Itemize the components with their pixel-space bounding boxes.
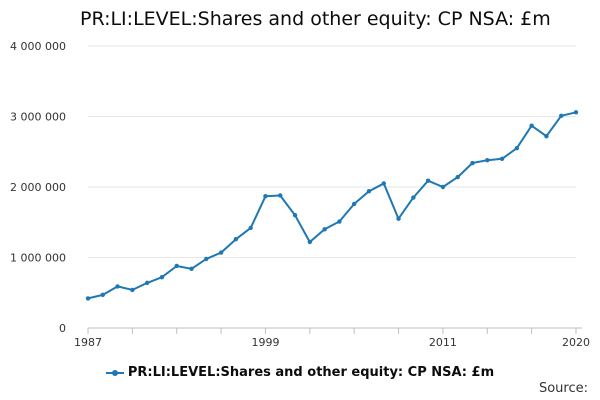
y-tick-label: 3 000 000 [10,111,66,124]
y-tick-label: 4 000 000 [10,40,66,53]
data-point[interactable] [544,134,549,139]
legend-swatch [105,369,124,376]
data-point[interactable] [411,195,416,200]
x-axis [87,327,582,334]
data-point[interactable] [573,110,579,115]
series-line [87,111,577,300]
data-point[interactable] [292,213,298,218]
x-tick-label: 2020 [562,336,590,349]
data-point[interactable] [322,227,327,232]
legend-label: PR:LI:LEVEL:Shares and other equity: CP … [127,365,495,380]
data-point[interactable] [144,280,150,286]
data-point[interactable] [248,225,253,231]
data-point[interactable] [559,113,564,118]
y-axis-tick-labels: 0 1 000 000 2 000 000 3 000 000 4 000 000 [10,40,66,335]
data-point[interactable] [174,263,179,269]
x-tick-label: 1999 [251,336,279,349]
data-point[interactable] [337,219,342,224]
data-point[interactable] [455,174,460,180]
data-point[interactable] [307,239,313,245]
data-point[interactable] [440,184,446,190]
data-point[interactable] [366,189,372,194]
data-point[interactable] [115,284,120,289]
series-points [85,110,579,301]
data-point[interactable] [529,123,534,128]
y-tick-label: 2 000 000 [10,181,66,194]
data-point[interactable] [381,181,386,186]
source-label: Source: [538,381,588,396]
y-tick-label: 0 [59,322,66,335]
data-point[interactable] [159,275,165,280]
data-point[interactable] [396,216,401,221]
data-point[interactable] [204,256,209,262]
data-point[interactable] [218,250,224,255]
gridlines [88,45,576,258]
data-point[interactable] [470,160,475,166]
series-line-path [87,111,577,300]
y-tick-label: 1 000 000 [10,252,66,265]
data-point[interactable] [85,296,91,301]
data-point[interactable] [278,193,283,198]
data-point[interactable] [189,266,194,271]
data-point[interactable] [263,193,268,199]
data-point[interactable] [130,287,135,293]
x-tick-label: 1987 [74,336,102,349]
data-point[interactable] [100,292,105,298]
data-point[interactable] [233,236,239,242]
legend[interactable]: PR:LI:LEVEL:Shares and other equity: CP … [0,365,600,380]
x-axis-tick-labels: 1987 1999 2011 2020 [74,336,590,349]
data-point[interactable] [425,178,431,183]
data-point[interactable] [499,156,505,161]
data-point[interactable] [485,158,490,163]
chart-title: PR:LI:LEVEL:Shares and other equity: CP … [80,8,551,30]
data-point[interactable] [514,146,520,151]
data-point[interactable] [351,201,357,207]
x-tick-label: 2011 [429,336,457,349]
